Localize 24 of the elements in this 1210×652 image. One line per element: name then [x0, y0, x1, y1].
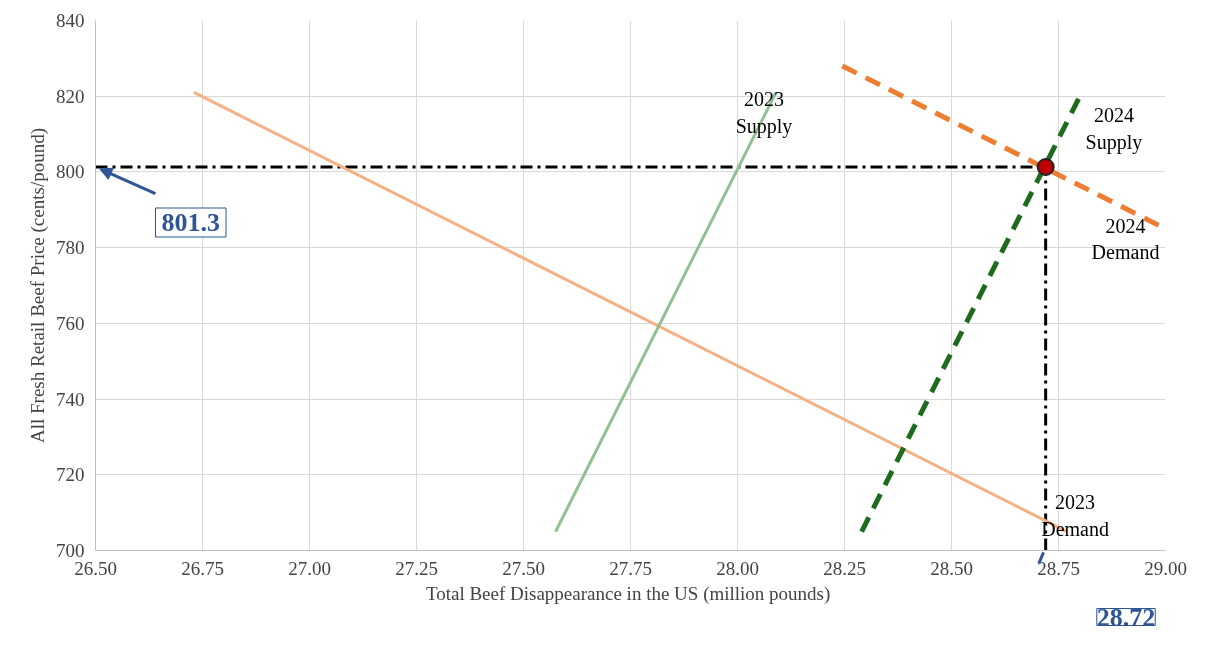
x-tick-label: 28.25: [823, 557, 866, 579]
x-tick-label: 28.50: [930, 557, 973, 579]
x-tick-label: 27.50: [502, 557, 545, 579]
x-axis-title: Total Beef Disappearance in the US (million pounds): [425, 582, 831, 605]
series-label: 2024 Supply: [1085, 104, 1143, 154]
y-tick-label: 840: [56, 10, 85, 31]
y-tick-label: 800: [56, 161, 85, 183]
y-tick-label: 720: [56, 464, 85, 486]
x-tick-label: 26.75: [181, 557, 224, 579]
y-axis-title: All Fresh Retail Beef Price (cents/pound): [27, 127, 49, 443]
x-tick-label: 27.25: [395, 557, 438, 579]
y-tick-label: 780: [56, 237, 85, 259]
series-label: 2023 Supply: [735, 88, 793, 138]
series-label: 2023 Demand: [1041, 491, 1109, 540]
x-tick-label: 27.00: [288, 557, 331, 579]
ref-line-label: 801.3: [161, 208, 220, 238]
x-tick-label: 29.00: [1144, 557, 1187, 579]
y-tick-label: 740: [56, 388, 85, 410]
x-tick-label: 28.00: [716, 557, 759, 579]
x-tick-label: 28.75: [1037, 557, 1080, 579]
y-tick-label: 820: [56, 85, 85, 107]
x-tick-label: 27.75: [609, 557, 652, 579]
series-label: 2024 Demand: [1091, 214, 1160, 264]
y-tick-label: 760: [56, 312, 85, 334]
